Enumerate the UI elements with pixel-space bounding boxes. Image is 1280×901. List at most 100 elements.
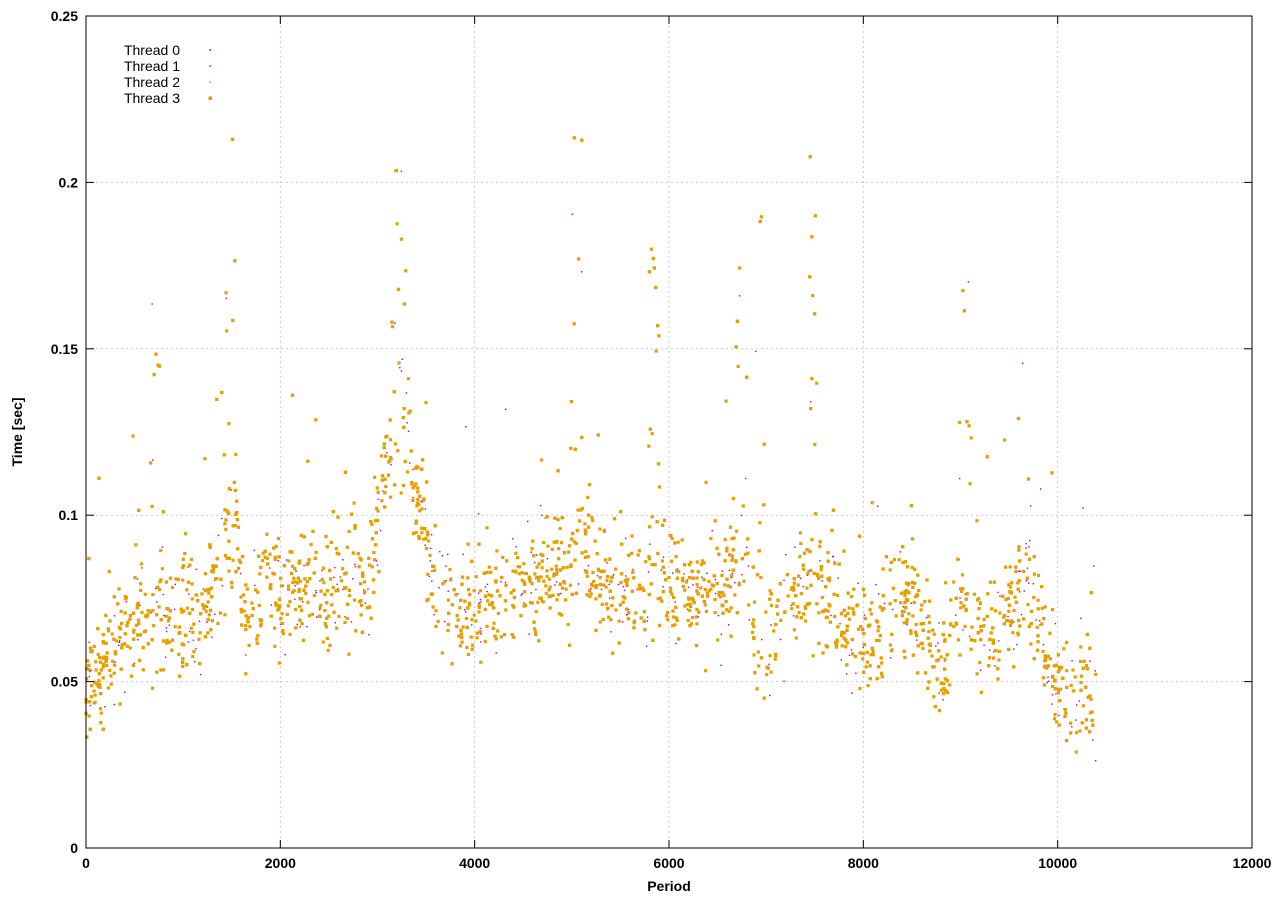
- data-point: [386, 452, 387, 453]
- data-point: [137, 578, 138, 579]
- data-point: [523, 602, 524, 603]
- data-point: [1082, 507, 1083, 508]
- data-point: [156, 601, 157, 602]
- data-point: [610, 631, 611, 632]
- data-point: [632, 569, 633, 570]
- data-point: [1095, 760, 1096, 761]
- data-point: [203, 588, 204, 589]
- data-point: [692, 584, 693, 585]
- data-point: [90, 705, 91, 706]
- data-point: [624, 590, 625, 591]
- data-point: [394, 322, 395, 323]
- data-point: [578, 583, 579, 584]
- data-point: [294, 599, 295, 600]
- data-point: [937, 643, 938, 644]
- data-point: [851, 649, 852, 650]
- data-point: [430, 560, 431, 561]
- data-point: [528, 634, 529, 635]
- data-point: [878, 593, 879, 594]
- data-point: [245, 654, 246, 655]
- data-point: [535, 589, 536, 590]
- data-point: [821, 580, 822, 581]
- data-point: [254, 585, 255, 586]
- data-point: [321, 570, 322, 571]
- data-point: [588, 565, 589, 566]
- data-point: [625, 575, 626, 576]
- data-point: [478, 513, 479, 514]
- data-point: [302, 601, 303, 602]
- data-point: [114, 615, 115, 616]
- data-point: [830, 615, 831, 616]
- data-point: [463, 554, 464, 555]
- data-point: [969, 636, 970, 637]
- data-point: [769, 695, 770, 696]
- data-point: [728, 624, 729, 625]
- data-point: [151, 303, 152, 304]
- data-point: [1075, 719, 1076, 720]
- data-point: [447, 554, 448, 555]
- data-point: [480, 601, 481, 602]
- data-point: [163, 594, 164, 595]
- data-point: [1055, 693, 1056, 694]
- data-point: [445, 566, 446, 567]
- data-point: [365, 602, 366, 603]
- data-point: [278, 560, 279, 561]
- data-point: [442, 555, 443, 556]
- data-point: [1043, 644, 1044, 645]
- data-point: [155, 588, 156, 589]
- data-point: [536, 554, 537, 555]
- data-point: [425, 545, 426, 546]
- data-point: [1055, 623, 1056, 624]
- data-point: [1025, 543, 1026, 544]
- data-point: [900, 551, 901, 552]
- data-point: [547, 558, 548, 559]
- data-point: [911, 603, 912, 604]
- data-point: [1047, 677, 1048, 678]
- data-point: [295, 571, 296, 572]
- data-point: [401, 171, 402, 172]
- data-point: [999, 595, 1000, 596]
- data-point: [342, 589, 343, 590]
- data-point: [486, 591, 487, 592]
- data-point: [425, 508, 426, 509]
- data-point: [721, 634, 722, 635]
- data-point: [718, 615, 719, 616]
- data-point: [662, 586, 663, 587]
- data-point: [613, 574, 614, 575]
- data-point: [316, 616, 317, 617]
- data-point: [706, 573, 707, 574]
- data-point: [390, 464, 391, 465]
- data-point: [649, 544, 650, 545]
- data-point: [572, 214, 573, 215]
- data-point: [661, 570, 662, 571]
- data-point: [406, 392, 407, 393]
- data-point: [672, 572, 673, 573]
- data-point: [1028, 583, 1029, 584]
- data-point: [439, 551, 440, 552]
- data-point: [833, 556, 834, 557]
- data-point: [855, 673, 856, 674]
- data-point: [196, 569, 197, 570]
- data-point: [522, 593, 523, 594]
- data-point: [746, 547, 747, 548]
- data-point: [409, 462, 410, 463]
- data-point: [295, 585, 296, 586]
- data-point: [688, 587, 689, 588]
- data-point: [541, 515, 542, 516]
- data-point: [377, 565, 378, 566]
- data-point: [556, 581, 557, 582]
- data-point: [697, 587, 698, 588]
- data-point: [433, 614, 434, 615]
- data-point: [378, 499, 379, 500]
- data-point: [316, 592, 317, 593]
- data-point: [846, 673, 847, 674]
- data-point: [521, 594, 522, 595]
- data-point: [1030, 505, 1031, 506]
- data-point: [810, 401, 811, 402]
- data-point: [115, 661, 116, 662]
- data-point: [761, 639, 762, 640]
- data-point: [601, 589, 602, 590]
- data-point: [841, 659, 842, 660]
